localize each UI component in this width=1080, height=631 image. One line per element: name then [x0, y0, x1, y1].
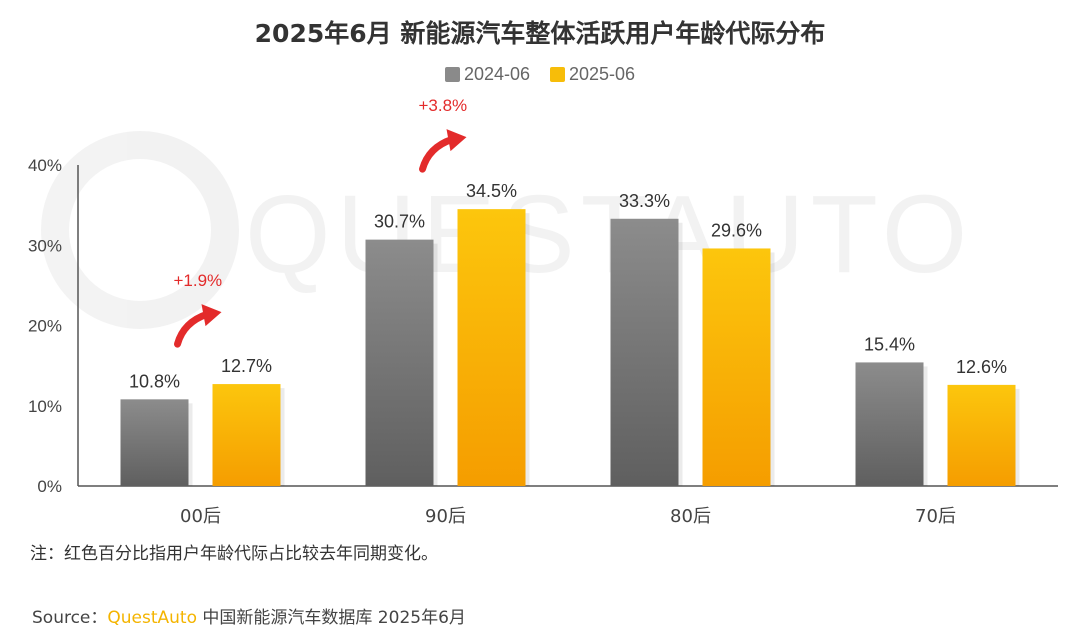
watermark: QUESTAUTO	[41, 131, 973, 329]
source-prefix: Source：	[32, 608, 108, 628]
change-arrow-head	[446, 129, 467, 152]
source-brand: QuestAuto	[107, 608, 197, 628]
data-label: 30.7%	[374, 212, 425, 232]
data-label: 10.8%	[129, 371, 180, 391]
bar	[457, 209, 526, 486]
bar	[947, 384, 1016, 486]
change-label: +3.8%	[419, 96, 468, 115]
footnote: 注：红色百分比指用户年龄代际占比较去年同期变化。	[30, 544, 438, 564]
legend: 2024-06 2025-06	[0, 64, 1080, 85]
bar	[702, 248, 771, 486]
watermark-text: QUESTAUTO	[245, 173, 973, 296]
change-arrow-head	[201, 304, 222, 327]
bar	[610, 218, 679, 486]
legend-swatch-2025	[550, 67, 565, 82]
data-label: 12.7%	[221, 356, 272, 376]
x-tick-label: 90后	[425, 506, 466, 527]
x-tick-label: 80后	[670, 506, 711, 527]
data-label: 15.4%	[864, 334, 915, 354]
bar	[120, 399, 189, 486]
data-label: 12.6%	[956, 357, 1007, 377]
legend-swatch-2024	[444, 67, 460, 82]
change-arrow	[419, 135, 456, 173]
data-label: 33.3%	[619, 191, 670, 211]
bar	[212, 384, 281, 486]
bar	[855, 362, 924, 486]
chart-title: 2025年6月 新能源汽车整体活跃用户年龄代际分布	[254, 19, 826, 48]
x-tick-label: 00后	[180, 506, 221, 527]
data-label: 34.5%	[466, 181, 517, 201]
y-tick-label: 40%	[28, 156, 62, 175]
y-tick-label: 20%	[28, 317, 62, 336]
bar	[365, 239, 434, 486]
source-line: Source：QuestAuto 中国新能源汽车数据库 2025年6月	[32, 603, 466, 628]
legend-label-2024: 2024-06	[463, 64, 530, 84]
y-tick-label: 10%	[28, 397, 62, 416]
change-label: +1.9%	[174, 271, 223, 290]
legend-item-2024: 2024-06	[444, 64, 530, 85]
change-annotation: +3.8%	[419, 96, 468, 173]
data-label: 29.6%	[711, 220, 762, 240]
source-suffix: 中国新能源汽车数据库 2025年6月	[197, 608, 466, 628]
legend-label-2025: 2025-06	[569, 64, 636, 84]
x-tick-label: 70后	[915, 506, 956, 527]
y-tick-label: 0%	[37, 477, 62, 496]
legend-item-2025: 2025-06	[550, 64, 635, 85]
change-annotation: +1.9%	[174, 271, 223, 348]
y-tick-label: 30%	[28, 236, 62, 255]
